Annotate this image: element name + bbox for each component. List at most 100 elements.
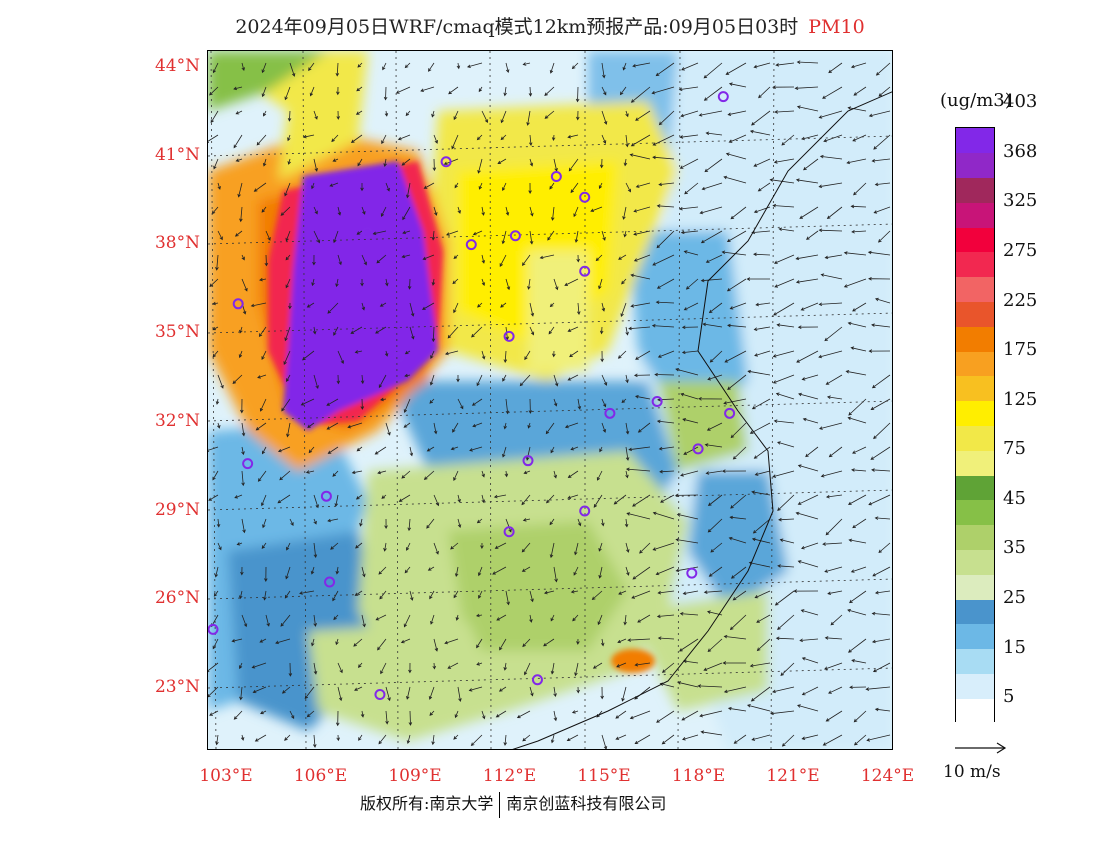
wind-arrow: [285, 254, 291, 261]
wind-arrow: [570, 182, 579, 194]
wind-arrow: [701, 182, 723, 191]
wind-arrow: [384, 518, 388, 530]
wind-arrow: [217, 230, 223, 241]
wind-arrow: [549, 62, 555, 74]
wind-arrow: [216, 518, 221, 528]
wind-arrow: [625, 566, 630, 576]
wind-arrow: [656, 419, 675, 424]
wind-arrow: [353, 638, 363, 647]
wind-arrow: [617, 350, 627, 359]
lon-label: 103°E: [199, 766, 253, 786]
wind-arrow: [800, 609, 819, 616]
wind-arrow: [404, 62, 411, 69]
wind-arrow: [676, 513, 699, 520]
wind-arrow: [794, 86, 819, 90]
station-marker: [651, 395, 663, 407]
wind-arrow: [280, 206, 291, 216]
wind-arrow: [261, 494, 267, 507]
wind-arrow: [253, 182, 267, 192]
wind-arrow: [655, 62, 675, 77]
wind-arrow: [595, 254, 603, 262]
wind-arrow: [681, 710, 699, 721]
wind-arrow: [468, 686, 483, 692]
wind-arrow: [529, 206, 534, 217]
wind-arrow: [433, 494, 440, 507]
wind-arrow: [476, 374, 483, 387]
wind-arrow: [403, 398, 411, 413]
wind-arrow: [481, 350, 486, 360]
wind-arrow: [432, 662, 437, 670]
wind-arrow: [355, 110, 363, 115]
wind-arrow: [621, 686, 627, 702]
wind-arrow: [757, 182, 771, 192]
wind-arrow: [622, 62, 627, 71]
wind-arrow: [851, 468, 867, 472]
station-marker: [503, 526, 515, 538]
wind-arrow: [751, 734, 771, 741]
wind-arrow: [476, 613, 483, 618]
wind-arrow: [630, 134, 651, 147]
wind-arrow: [395, 86, 411, 94]
wind-arrow: [818, 228, 843, 233]
wind-arrow: [284, 734, 291, 741]
wind-arrow: [631, 590, 651, 599]
wind-arrow: [444, 638, 459, 645]
wind-arrow: [778, 227, 795, 232]
legend-swatch: [956, 202, 994, 228]
wind-arrow: [826, 395, 843, 400]
station-marker: [320, 490, 332, 502]
wind-arrow: [313, 614, 317, 627]
legend-swatch: [956, 351, 994, 377]
wind-arrow: [327, 302, 339, 314]
wind-arrow: [287, 158, 291, 165]
wind-arrow: [326, 422, 339, 430]
wind-arrow: [528, 86, 533, 97]
wind-arrow: [853, 86, 867, 96]
wind-arrow: [705, 470, 723, 475]
wind-arrow: [723, 686, 747, 694]
wind-arrow: [871, 374, 891, 389]
wind-arrow: [852, 302, 867, 312]
wind-arrow: [818, 110, 843, 119]
wind-arrow: [385, 686, 391, 702]
wind-arrow: [262, 518, 267, 529]
wind-arrow: [212, 638, 219, 650]
wind-arrow: [797, 704, 819, 712]
wind-arrow: [522, 518, 531, 522]
wind-arrow: [356, 86, 363, 92]
wind-arrow: [285, 230, 291, 242]
wind-arrow: [503, 734, 508, 746]
wind-arrow: [853, 734, 867, 746]
wind-arrow: [377, 638, 387, 651]
wind-arrow: [753, 326, 771, 331]
map-title: 2024年09月05日WRF/cmaq模式12km预报产品:09月05日03时 P…: [0, 12, 1100, 39]
wind-arrow: [675, 566, 699, 573]
station-marker: [208, 623, 219, 635]
wind-arrow: [429, 374, 435, 386]
wind-arrow: [818, 182, 843, 189]
wind-arrow: [383, 86, 388, 101]
wind-arrow: [566, 734, 579, 741]
wind-arrow: [241, 518, 246, 534]
wind-arrow: [593, 494, 603, 508]
wind-arrow: [408, 710, 413, 726]
wind-arrow: [262, 158, 267, 167]
wind-arrow: [755, 302, 771, 307]
footer-right: 南京创蓝科技有限公司: [506, 794, 667, 813]
map-panel[interactable]: [207, 50, 893, 750]
wind-arrow: [469, 446, 483, 452]
wind-arrow: [235, 158, 243, 162]
wind-arrow: [873, 206, 891, 214]
wind-arrow: [299, 590, 315, 595]
wind-arrow: [685, 278, 699, 290]
wind-arrow: [569, 350, 579, 358]
wind-arrow: [327, 518, 339, 523]
wind-arrow: [681, 62, 699, 71]
wind-arrow: [778, 517, 795, 522]
wind-arrow: [337, 206, 342, 216]
wind-arrow: [753, 252, 771, 257]
wind-arrow: [823, 134, 843, 143]
wind-arrow: [235, 110, 243, 115]
wind-arrow: [378, 566, 387, 575]
wind-arrow: [261, 350, 267, 360]
